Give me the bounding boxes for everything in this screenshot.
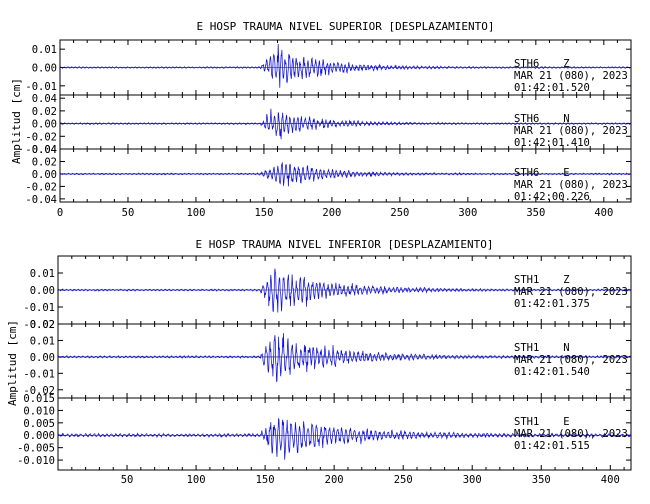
y-tick-label: -0.02 [25,131,57,143]
x-tick-label: 150 [256,474,275,486]
y-tick-label: 0.000 [23,430,55,442]
y-tick-label: -0.005 [17,443,55,455]
trace-time-label: 01:42:01.540 [514,366,590,378]
y-tick-label: 0.005 [23,418,55,430]
y-tick-label: 0.01 [30,268,55,280]
trace-date-label: MAR 21 (080), 2023 [514,125,628,137]
x-tick-label: 250 [394,474,413,486]
y-axis-label-1: Amplitud [cm] [6,320,19,406]
station-label: STH6 E [514,167,570,179]
x-tick-label: 400 [594,207,613,219]
y-tick-label: 0.01 [30,335,55,347]
trace-sth6-n [59,108,632,140]
station-label: STH1 Z [514,274,570,286]
station-code: STH6 [514,167,539,179]
trace-date-label: MAR 21 (080), 2023 [514,179,628,191]
y-tick-label: 0.00 [32,169,57,181]
trace-sth1-n [57,333,632,382]
trace-sth6-e [59,162,632,187]
component-code: N [563,342,569,354]
y-tick-label: -0.02 [23,319,55,331]
trace-sth6-z [59,43,632,88]
trace-sth1-e [57,418,632,460]
trace-date-label: MAR 21 (080), 2023 [514,354,628,366]
x-tick-label: 200 [322,207,341,219]
trace-time-label: 01:42:01.515 [514,440,590,452]
x-tick-label: 200 [325,474,344,486]
x-tick-label: 100 [187,474,206,486]
x-tick-label: 100 [186,207,205,219]
y-tick-label: 0.01 [32,44,57,56]
y-tick-label: 0.00 [32,63,57,75]
y-tick-label: 0.02 [32,106,57,118]
station-code: STH1 [514,416,539,428]
x-tick-label: 50 [121,474,134,486]
y-tick-label: -0.04 [25,194,57,206]
y-tick-label: -0.04 [25,144,57,156]
panel-frame-sth1-e [57,397,632,471]
y-tick-label: -0.02 [23,385,55,397]
trace-time-label: 01:42:01.375 [514,298,590,310]
y-tick-label: 0.04 [32,93,57,105]
x-tick-label: 350 [526,207,545,219]
component-code: E [563,167,569,179]
x-tick-label: 350 [532,474,551,486]
y-tick-label: 0.02 [32,156,57,168]
trace-date-label: MAR 21 (080), 2023 [514,70,628,82]
x-tick-label: 300 [463,474,482,486]
y-tick-label: 0.04 [32,144,57,156]
component-code: E [563,416,569,428]
trace-time-label: 01:42:01.410 [514,137,590,149]
x-tick-label: 0 [57,207,63,219]
trace-sth1-z [57,268,632,313]
station-label: STH6 N [514,113,570,125]
y-tick-label: 0.00 [30,352,55,364]
station-label: STH6 Z [514,58,570,70]
station-code: STH6 [514,58,539,70]
y-tick-label: -0.01 [25,81,57,93]
y-tick-label: 0.00 [30,285,55,297]
station-code: STH6 [514,113,539,125]
x-tick-label: 300 [458,207,477,219]
figure-title-1: E HOSP TRAUMA NIVEL INFERIOR [DESPLAZAMI… [195,238,493,251]
y-tick-label: -0.02 [25,181,57,193]
station-code: STH1 [514,342,539,354]
y-tick-label: -0.01 [23,368,55,380]
x-tick-label: 50 [122,207,135,219]
trace-time-label: 01:42:01.520 [514,82,590,94]
y-tick-label: 0.02 [30,319,55,331]
figure-title-0: E HOSP TRAUMA NIVEL SUPERIOR [DESPLAZAMI… [196,20,494,33]
x-tick-label: 400 [601,474,620,486]
component-code: Z [563,274,569,286]
y-tick-label: -0.010 [17,455,55,467]
station-label: STH1 E [514,416,570,428]
y-tick-label: 0.015 [23,393,55,405]
y-tick-label: -0.01 [23,302,55,314]
station-code: STH1 [514,274,539,286]
trace-date-label: MAR 21 (080), 2023 [514,428,628,440]
component-code: Z [563,58,569,70]
x-tick-label: 150 [254,207,273,219]
trace-time-label: 01:42:00.226 [514,191,590,203]
y-tick-label: 0.00 [32,119,57,131]
y-axis-label-0: Amplitud [cm] [10,78,23,164]
y-tick-label: 0.010 [23,405,55,417]
component-code: N [563,113,569,125]
trace-date-label: MAR 21 (080), 2023 [514,286,628,298]
station-label: STH1 N [514,342,570,354]
x-tick-label: 250 [390,207,409,219]
